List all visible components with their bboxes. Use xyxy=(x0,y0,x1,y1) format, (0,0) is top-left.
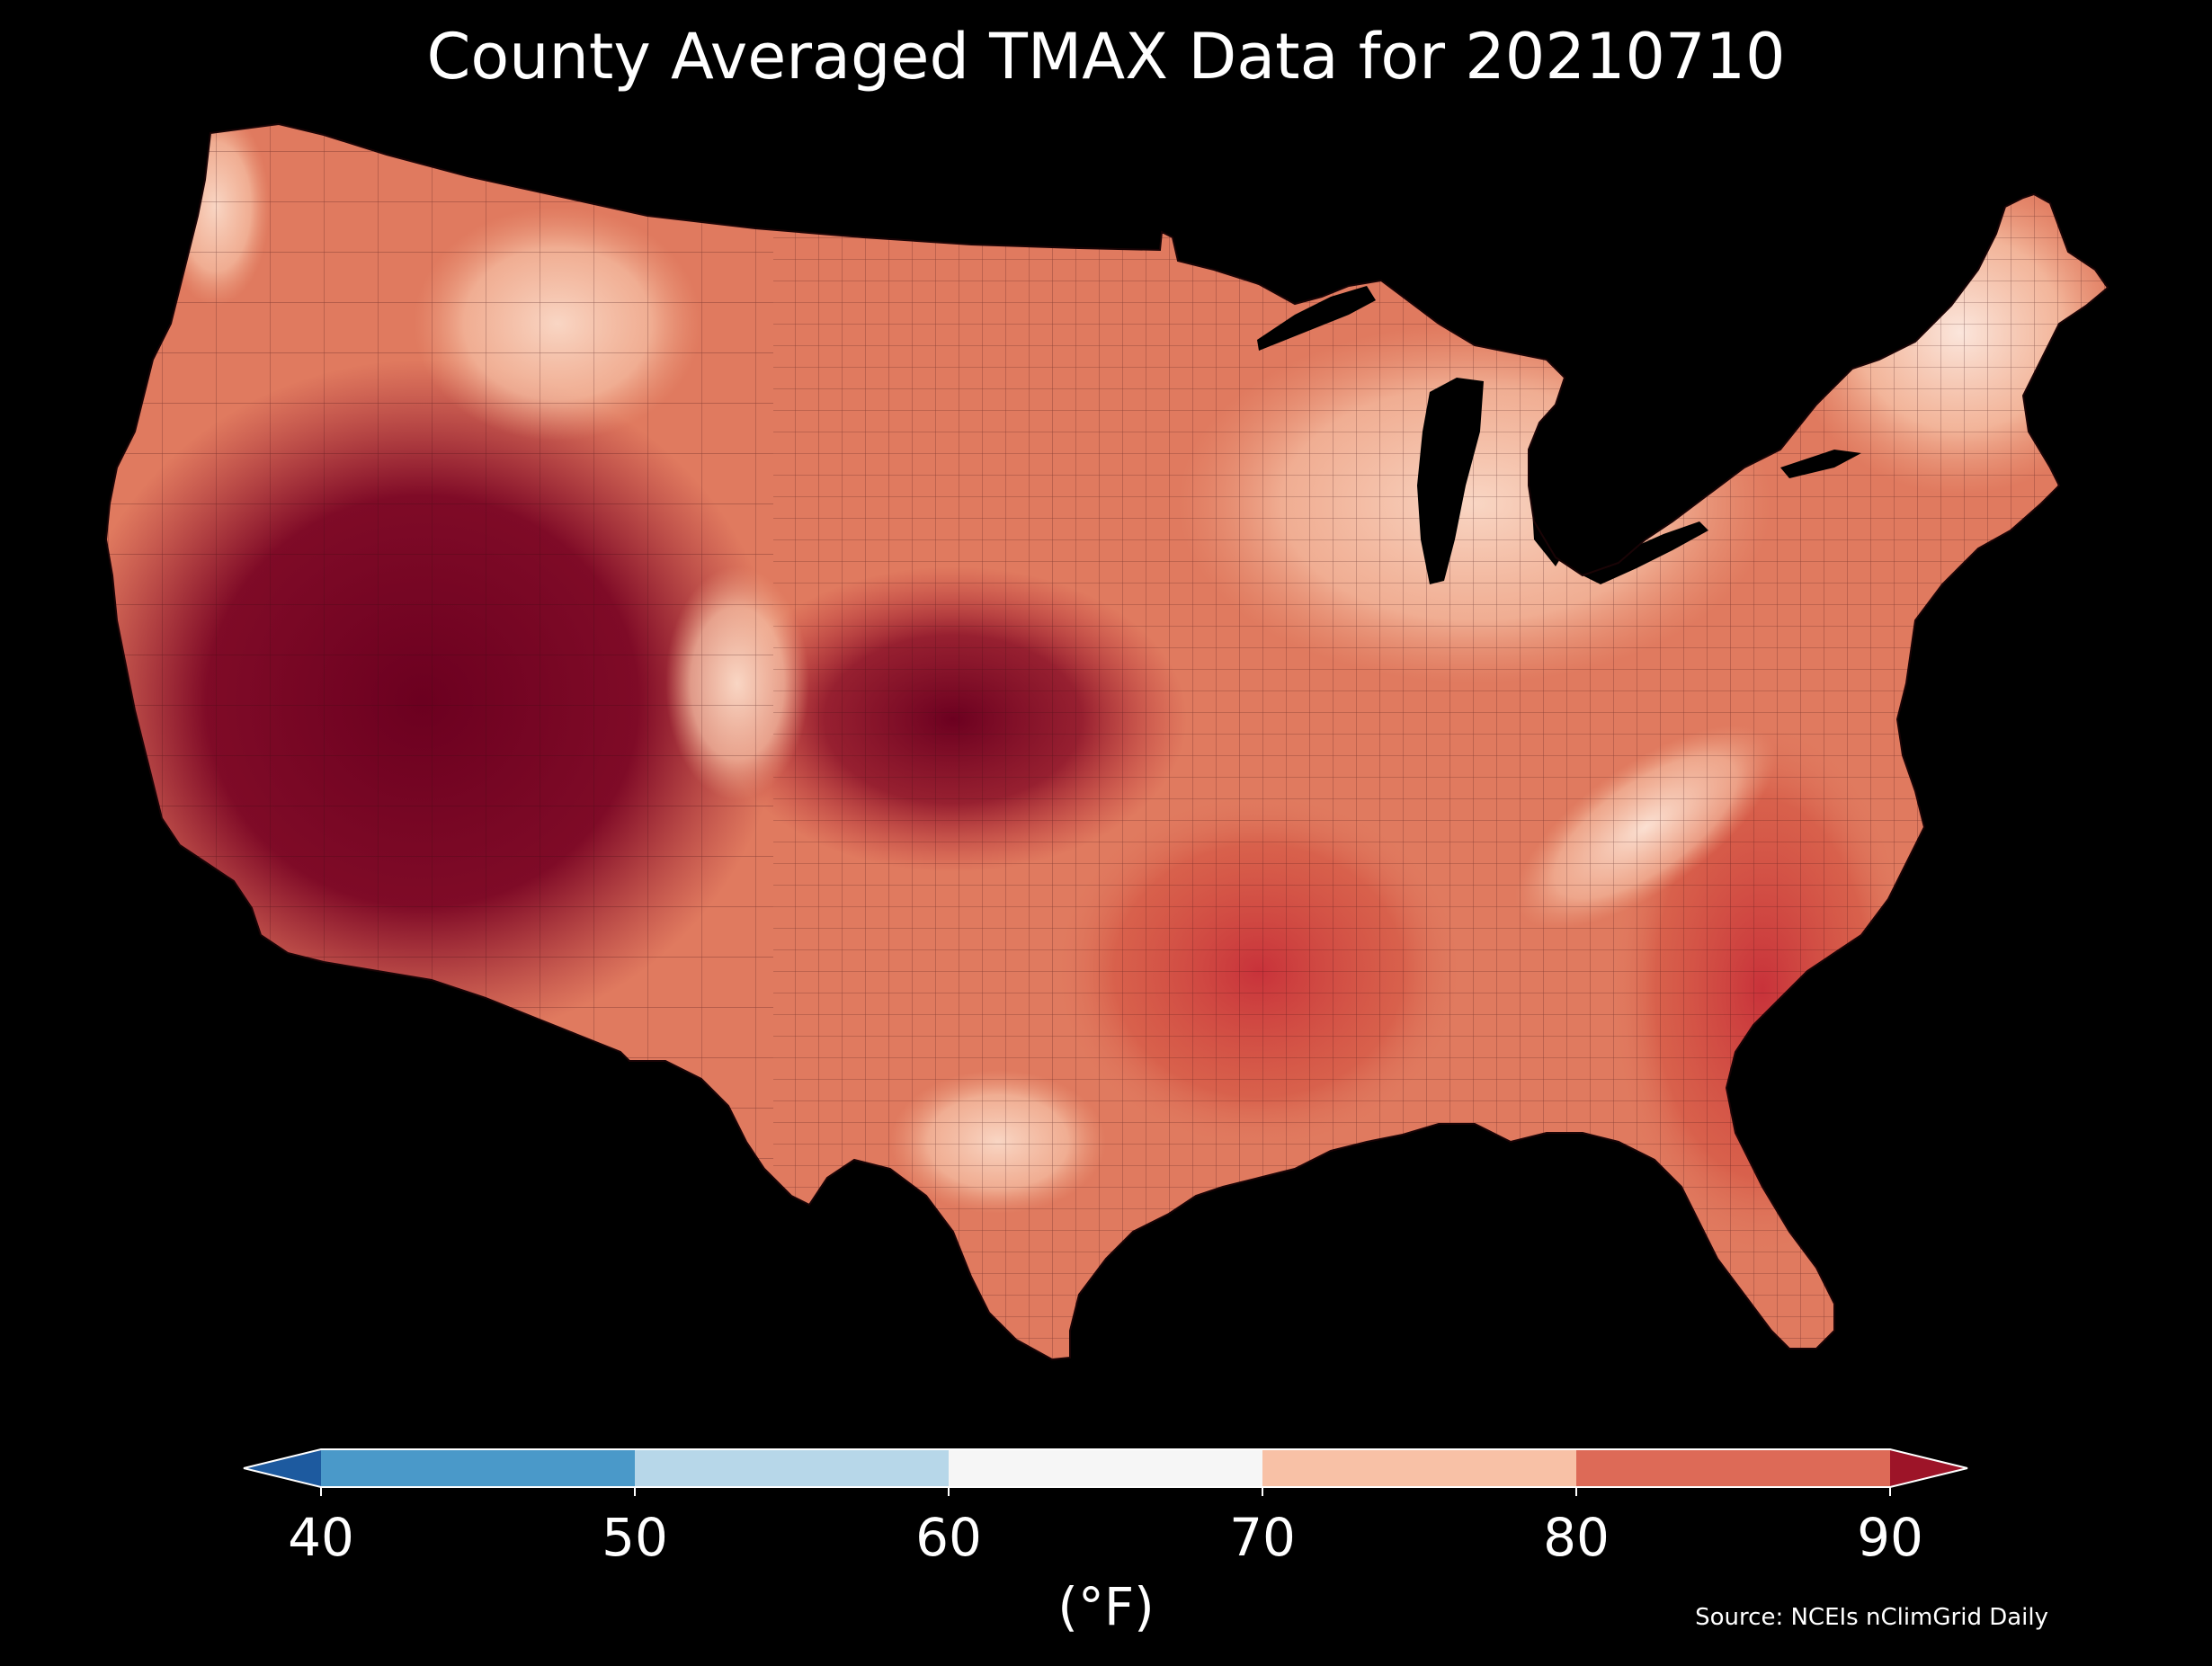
source-credit: Source: NCEIs nClimGrid Daily xyxy=(1695,1604,2048,1631)
colorbar-tick-label: 80 xyxy=(1543,1507,1610,1568)
colorbar-tick-label: 50 xyxy=(602,1507,668,1568)
colorbar-unit-label: (°F) xyxy=(1057,1576,1155,1637)
lake-superior xyxy=(1257,286,1376,351)
colorbar-bin xyxy=(321,1449,636,1487)
great-lakes xyxy=(1257,286,1861,584)
lake-erie xyxy=(1583,521,1708,584)
colorbar-tick-label: 60 xyxy=(915,1507,982,1568)
lake-huron xyxy=(1529,423,1583,566)
colorbar-bin xyxy=(1262,1449,1577,1487)
colorbar-bin xyxy=(1576,1449,1891,1487)
lake-ontario xyxy=(1780,450,1861,478)
colorbar-tick-label: 70 xyxy=(1229,1507,1296,1568)
colorbar-bin xyxy=(635,1449,950,1487)
lake-michigan xyxy=(1417,378,1484,584)
colorbar-tick-label: 40 xyxy=(288,1507,354,1568)
colorbar-bin xyxy=(949,1449,1263,1487)
colorbar-extend-high xyxy=(1890,1449,1967,1487)
colorbar-tick-label: 90 xyxy=(1857,1507,1923,1568)
map-title: County Averaged TMAX Data for 20210710 xyxy=(426,20,1786,94)
colorbar-extend-low xyxy=(244,1449,321,1487)
